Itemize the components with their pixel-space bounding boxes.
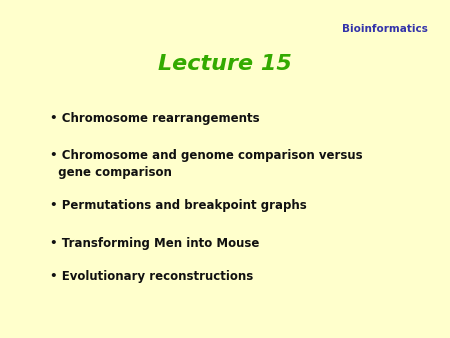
Text: • Evolutionary reconstructions: • Evolutionary reconstructions (50, 270, 253, 283)
Text: Lecture 15: Lecture 15 (158, 54, 292, 74)
Text: • Chromosome and genome comparison versus
  gene comparison: • Chromosome and genome comparison versu… (50, 149, 362, 179)
Text: Bioinformatics: Bioinformatics (342, 24, 428, 34)
Text: • Permutations and breakpoint graphs: • Permutations and breakpoint graphs (50, 199, 306, 212)
Text: • Chromosome rearrangements: • Chromosome rearrangements (50, 112, 259, 124)
Text: • Transforming Men into Mouse: • Transforming Men into Mouse (50, 237, 259, 249)
